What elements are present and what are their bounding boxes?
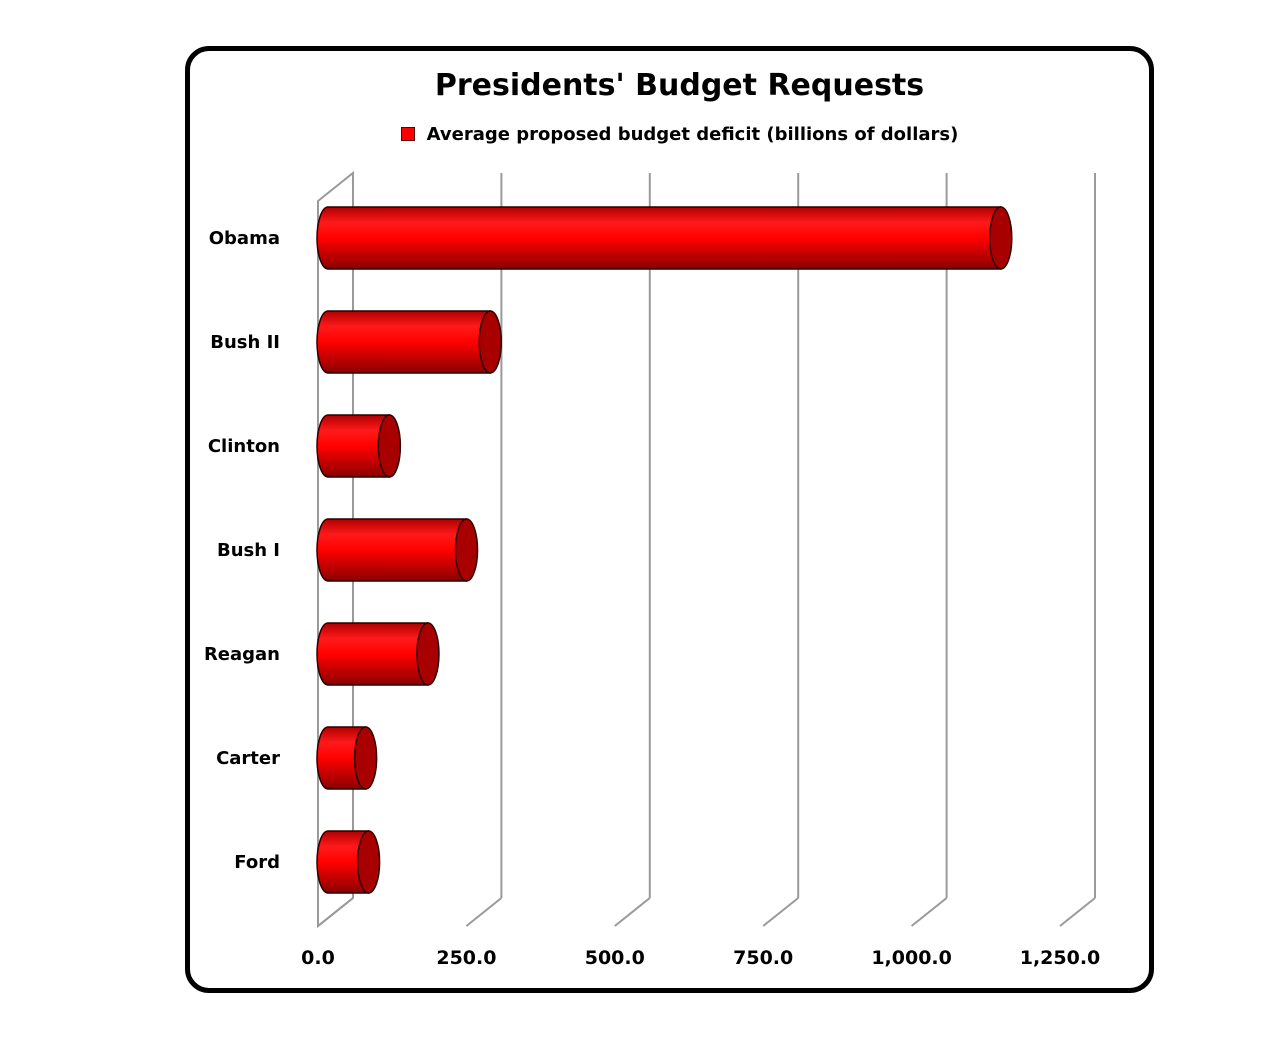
category-label: Clinton [208,436,280,457]
category-label: Bush I [217,540,280,561]
gridline-floor [910,897,948,927]
x-tick-label: 750.0 [733,947,793,969]
bar-cap [989,206,1013,270]
x-tick-label: 0.0 [301,947,335,969]
bar-body [316,518,468,582]
gridline-floor [1059,897,1096,927]
x-tick-label: 1,250.0 [1020,947,1101,969]
bar [316,830,381,894]
bar [316,518,479,582]
bar-body [316,622,429,686]
bar-cap [356,830,381,894]
legend: Average proposed budget deficit (billion… [185,124,1174,145]
bar-body [316,414,391,478]
bar [316,310,503,374]
category-label: Carter [216,748,280,769]
bar-cap [353,726,378,790]
gridline-floor [614,897,651,927]
bar [316,622,440,686]
bar-body [316,206,1002,270]
x-tick-label: 1,000.0 [871,947,952,969]
bar-body [316,726,367,790]
x-axis-tick-labels: 0.0 250.0 500.0 750.0 1,000.0 1,250.0 [301,947,1100,969]
bar [316,414,402,478]
side-wall [317,170,354,929]
bar [316,206,1013,270]
category-labels: Obama Bush II Clinton Bush I Reagan Carter For… [204,228,280,873]
gridline-floor [465,897,503,927]
chart-title: Presidents' Budget Requests [434,68,925,103]
bars [316,206,1013,894]
category-label: Bush II [210,332,280,353]
legend-swatch [400,127,415,141]
x-tick-label: 250.0 [436,947,496,969]
bar-body [316,310,492,374]
bar-cap [454,518,479,582]
x-tick-label: 500.0 [585,947,645,969]
bar-cap [377,414,402,478]
bar-cap [478,310,503,374]
category-label: Ford [234,852,280,873]
legend-label: Average proposed budget deficit (billion… [426,124,959,145]
category-label: Obama [209,228,280,249]
bar-cap [416,622,440,686]
category-label: Reagan [204,644,280,665]
bar [316,726,378,790]
gridline-floor [762,897,799,927]
bar-body [316,830,370,894]
